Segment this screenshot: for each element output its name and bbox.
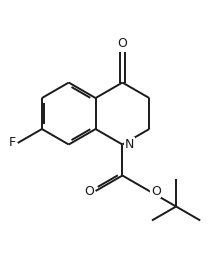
Text: O: O xyxy=(84,184,94,197)
Text: N: N xyxy=(125,138,134,151)
Text: O: O xyxy=(118,37,127,50)
Text: O: O xyxy=(151,184,161,197)
Text: F: F xyxy=(9,137,16,150)
